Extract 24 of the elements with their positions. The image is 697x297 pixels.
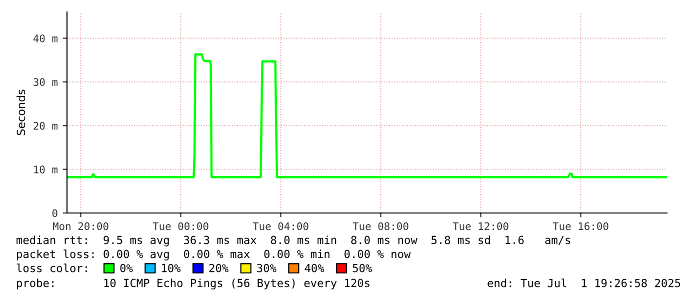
x-tick-label: Tue 16:00 <box>552 222 608 230</box>
y-tick-label: 10 m <box>34 166 58 174</box>
text: median rtt: 9.5 ms avg 36.3 ms max 8.0 ms min 8.0 ms now 5.8 ms sd 1.6 am/s <box>16 236 570 246</box>
x-tick-label: Tue 04:00 <box>252 222 308 230</box>
y-axis-title: Seconds <box>16 90 26 136</box>
legend-label: 30% <box>257 264 276 272</box>
y-tick-label: 40 m <box>33 34 58 42</box>
x-tick-label: Mon 20:00 <box>52 222 108 230</box>
line-series <box>67 53 667 178</box>
legend-label: 50% <box>352 264 372 272</box>
legend-title: loss color: <box>16 264 87 272</box>
x-tick-label: Tue 08:00 <box>352 222 408 230</box>
x-tick-label: Tue 12:00 <box>452 222 508 230</box>
legend-label: 10% <box>162 264 181 272</box>
y-tick-label: 20 m <box>34 122 58 130</box>
y-tick-label: 30 m <box>34 78 58 86</box>
y-tick-label: 0 <box>52 209 58 218</box>
legend-label: 0% <box>120 264 133 272</box>
text: end: Tue Jul 1 19:26:58 2025 <box>488 278 680 288</box>
legend-label: 40% <box>304 264 324 272</box>
legend-label: 20% <box>209 264 228 272</box>
x-tick-label: Tue 00:00 <box>152 222 208 230</box>
text: packet loss: 0.00 % avg 0.00 % max 0.00 % min 0.00 % now <box>17 250 411 260</box>
text: probe: 10 ICMP Echo Pings (56 Bytes) every 120s <box>17 278 370 290</box>
